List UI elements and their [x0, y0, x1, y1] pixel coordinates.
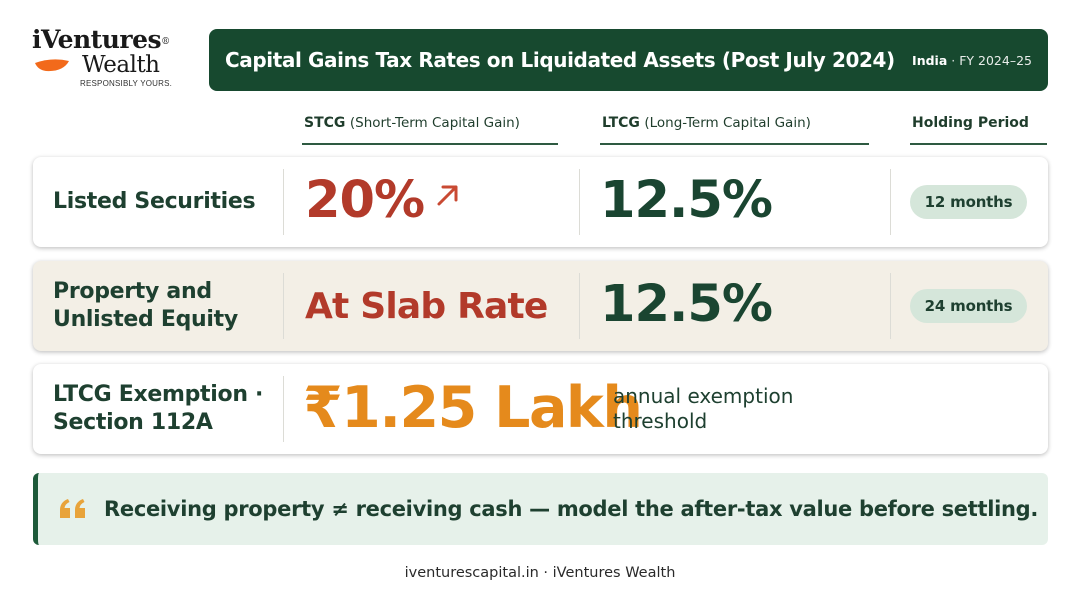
stcg-rate: 20%	[305, 171, 462, 231]
divider	[283, 169, 284, 235]
exemption-note: annual exemption threshold	[613, 384, 794, 433]
quote-mark-icon	[60, 499, 85, 518]
exemption-amount: ₹1.25 Lakh	[303, 375, 643, 441]
arrow-up-right-icon	[437, 185, 458, 206]
banner-meta: India · FY 2024–25	[912, 53, 1032, 68]
orange-leaf-icon	[35, 59, 69, 72]
holding-period-badge: 12 months	[910, 185, 1027, 219]
row-property-unlisted-equity: Property and Unlisted Equity At Slab Rat…	[33, 261, 1048, 351]
brand-logo: iVentures® Wealth RESPONSIBLY YOURS.	[32, 26, 192, 96]
country-label: India	[912, 52, 948, 68]
fiscal-year-label: FY 2024–25	[959, 52, 1032, 68]
row-label: LTCG Exemption · Section 112A	[53, 382, 264, 435]
divider	[283, 376, 284, 442]
logo-wordmark-top: iVentures®	[32, 25, 170, 54]
column-header-ltcg: LTCG (Long-Term Capital Gain)	[600, 115, 869, 145]
ltcg-rate: 12.5%	[600, 275, 773, 334]
footer-text: iventurescapital.in · iVentures Wealth	[404, 565, 676, 581]
stcg-full: (Short-Term Capital Gain)	[349, 115, 520, 131]
ltcg-full: (Long-Term Capital Gain)	[644, 115, 811, 131]
ltcg-abbr: LTCG	[602, 115, 640, 131]
column-header-holding-period: Holding Period	[910, 115, 1047, 145]
divider	[579, 169, 580, 235]
meta-separator: ·	[951, 52, 956, 68]
quote-text: Receiving property ≠ receiving cash — mo…	[104, 497, 1039, 521]
quote-banner: Receiving property ≠ receiving cash — mo…	[33, 473, 1048, 545]
logo-wordmark-bottom: Wealth	[82, 52, 160, 78]
page-title: Capital Gains Tax Rates on Liquidated As…	[225, 48, 895, 72]
stcg-abbr: STCG	[304, 115, 346, 131]
divider	[890, 169, 891, 235]
row-ltcg-exemption: LTCG Exemption · Section 112A ₹1.25 Lakh…	[33, 364, 1048, 454]
title-banner: Capital Gains Tax Rates on Liquidated As…	[209, 29, 1048, 91]
row-label: Listed Securities	[53, 189, 256, 214]
ltcg-rate: 12.5%	[600, 171, 773, 230]
logo-tagline: RESPONSIBLY YOURS.	[80, 79, 173, 88]
holding-period-badge: 24 months	[910, 289, 1027, 323]
column-header-stcg: STCG (Short-Term Capital Gain)	[302, 115, 558, 145]
stcg-rate: At Slab Rate	[305, 286, 548, 327]
row-label: Property and Unlisted Equity	[53, 279, 238, 332]
row-listed-securities: Listed Securities 20% 12.5% 12 months	[33, 157, 1048, 247]
divider	[890, 273, 891, 339]
divider	[579, 273, 580, 339]
divider	[283, 273, 284, 339]
